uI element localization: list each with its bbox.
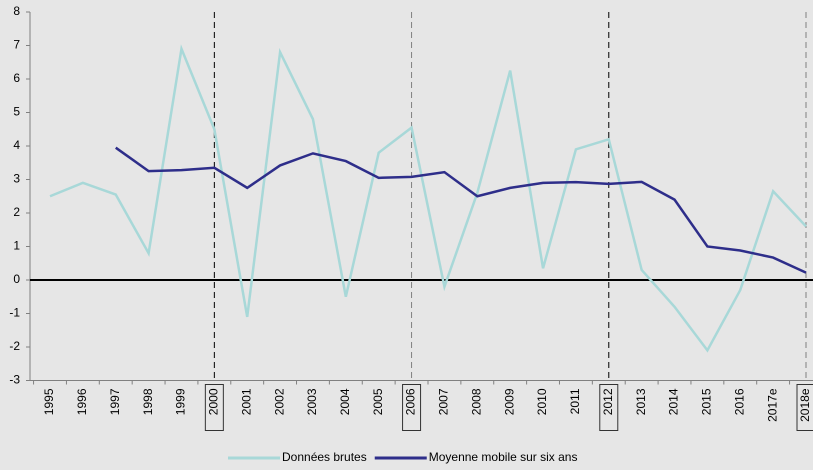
legend-label: Moyenne mobile sur six ans [429, 450, 578, 464]
series-line [115, 146, 807, 274]
label-box [796, 384, 813, 431]
y-tick-label: 1 [13, 239, 20, 253]
y-tick-label: 2 [13, 205, 20, 219]
y-tick-label: -3 [9, 373, 20, 387]
x-tick-label: 2006 [404, 388, 418, 415]
x-tick-label: 2000 [207, 388, 221, 415]
y-tick-label: 7 [13, 38, 20, 52]
y-tick-label: 3 [13, 172, 20, 186]
x-tick-label: 2011 [568, 388, 582, 414]
x-tick-label: 2009 [502, 388, 516, 415]
x-tick-label: 2005 [371, 388, 385, 415]
label-box [204, 384, 224, 431]
x-tick-label: 2007 [437, 388, 451, 415]
series-line [49, 44, 807, 353]
x-tick-label: 1998 [141, 388, 155, 415]
label-box [599, 384, 619, 431]
y-tick-label: 6 [13, 71, 20, 85]
legend-label: Données brutes [282, 450, 367, 464]
label-box [402, 384, 422, 431]
x-tick-label: 2014 [667, 388, 681, 415]
x-tick-label: 1996 [75, 388, 89, 415]
x-tick-label: 2010 [535, 388, 549, 415]
y-tick-label: 5 [13, 105, 20, 119]
y-tick-label: 4 [13, 138, 20, 152]
y-tick-label: 8 [13, 4, 20, 18]
x-tick-label: 2015 [700, 388, 714, 415]
x-tick-label: 2003 [305, 388, 319, 415]
y-tick-label: 0 [13, 272, 20, 286]
x-tick-label: 2013 [634, 388, 648, 415]
x-tick-label: 2012 [601, 388, 615, 415]
y-tick-label: -1 [9, 306, 20, 320]
x-tick-label: 2001 [239, 388, 253, 415]
x-tick-label: 1995 [42, 388, 56, 415]
x-tick-label: 2016 [732, 388, 746, 415]
y-tick-label: -2 [9, 339, 20, 353]
x-tick-label: 1997 [108, 388, 122, 415]
x-tick-label: 2018e [798, 388, 812, 422]
x-tick-label: 2004 [338, 388, 352, 415]
x-tick-label: 2008 [469, 388, 483, 415]
x-tick-label: 1999 [174, 388, 188, 415]
x-tick-label: 2017e [765, 388, 779, 422]
x-tick-label: 2002 [272, 388, 286, 415]
